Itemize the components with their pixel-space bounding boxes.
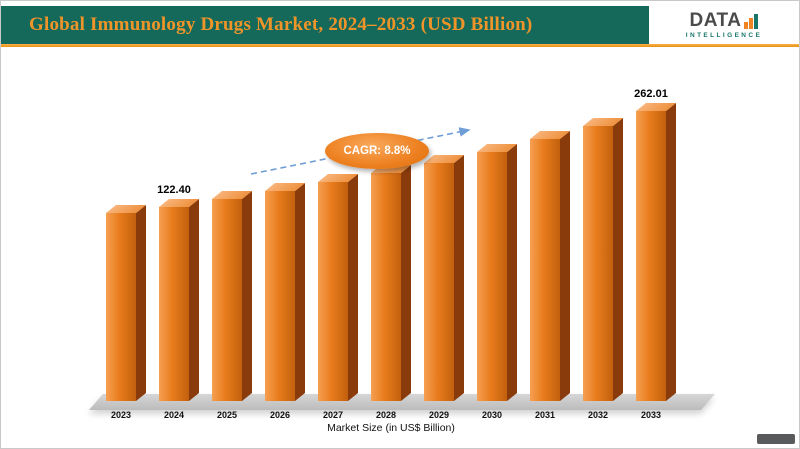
x-tick-label: 2033 bbox=[640, 410, 662, 420]
x-tick-label: 2025 bbox=[216, 410, 238, 420]
bar-2023: 2023 bbox=[106, 204, 146, 420]
bar-front-face bbox=[477, 152, 507, 401]
chart-area: 2023 122.40 2024 2025 2026 2027 2028 2029 2030 20… bbox=[1, 47, 799, 448]
bar-side-face bbox=[242, 190, 252, 401]
bar-chart-icon bbox=[744, 14, 759, 29]
x-tick-label: 2027 bbox=[322, 410, 344, 420]
bar-2024: 122.40 2024 bbox=[157, 184, 199, 420]
x-tick-label: 2028 bbox=[375, 410, 397, 420]
x-tick-label: 2026 bbox=[269, 410, 291, 420]
title-banner: Global Immunology Drugs Market, 2024–203… bbox=[1, 6, 649, 44]
brand-logo: DATA INTELLIGENCE bbox=[649, 6, 799, 44]
bar-value-label: 262.01 bbox=[634, 88, 668, 100]
corner-decoration bbox=[757, 434, 795, 444]
plot-area: 2023 122.40 2024 2025 2026 2027 2028 2029 2030 20… bbox=[106, 88, 676, 420]
bar-value-label: 122.40 bbox=[157, 184, 191, 196]
x-tick-label: 2029 bbox=[428, 410, 450, 420]
bar-side-face bbox=[189, 198, 199, 401]
bar-side-face bbox=[136, 204, 146, 401]
top-margin bbox=[1, 1, 799, 6]
bar-side-face bbox=[348, 173, 358, 401]
accent-divider bbox=[1, 44, 799, 47]
logo-wordmark: DATA bbox=[689, 10, 742, 31]
bar-front-face bbox=[318, 182, 348, 401]
bar-front-face bbox=[371, 173, 401, 401]
x-axis-label: Market Size (in US$ Billion) bbox=[327, 422, 455, 434]
bar-front-face bbox=[583, 126, 613, 401]
bar-2025: 2025 bbox=[212, 190, 252, 420]
bar-front-face bbox=[530, 139, 560, 401]
x-tick-label: 2030 bbox=[481, 410, 503, 420]
page-title: Global Immunology Drugs Market, 2024–203… bbox=[29, 14, 533, 35]
bar-2027: 2027 bbox=[318, 173, 358, 420]
logo-row: DATA bbox=[690, 11, 759, 30]
bar-side-face bbox=[666, 102, 676, 402]
bar-side-face bbox=[295, 182, 305, 401]
bar-2028: 2028 bbox=[371, 164, 411, 420]
bar-2026: 2026 bbox=[265, 182, 305, 420]
bar-side-face bbox=[560, 130, 570, 401]
x-tick-label: 2031 bbox=[534, 410, 556, 420]
cagr-badge: CAGR: 8.8% bbox=[325, 133, 429, 169]
bar-2031: 2031 bbox=[530, 130, 570, 420]
bar-2030: 2030 bbox=[477, 143, 517, 420]
bar-front-face bbox=[159, 207, 189, 401]
x-tick-label: 2023 bbox=[110, 410, 132, 420]
bar-front-face bbox=[106, 213, 136, 401]
x-tick-label: 2032 bbox=[587, 410, 609, 420]
logo-subtitle: INTELLIGENCE bbox=[685, 32, 763, 39]
header: Global Immunology Drugs Market, 2024–203… bbox=[1, 6, 799, 44]
bar-side-face bbox=[454, 154, 464, 401]
bar-2033: 262.01 2033 bbox=[634, 88, 676, 420]
bar-front-face bbox=[636, 111, 666, 401]
bar-front-face bbox=[265, 191, 295, 401]
bar-side-face bbox=[507, 143, 517, 401]
bar-front-face bbox=[424, 163, 454, 401]
bar-2029: 2029 bbox=[424, 154, 464, 420]
bar-side-face bbox=[401, 164, 411, 401]
bar-front-face bbox=[212, 199, 242, 401]
bar-side-face bbox=[613, 117, 623, 402]
bar-2032: 2032 bbox=[583, 117, 623, 420]
x-tick-label: 2024 bbox=[163, 410, 185, 420]
